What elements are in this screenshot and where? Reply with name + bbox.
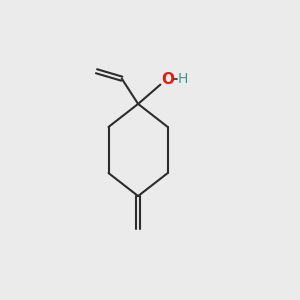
- Text: H: H: [178, 72, 188, 86]
- Text: O: O: [161, 72, 174, 87]
